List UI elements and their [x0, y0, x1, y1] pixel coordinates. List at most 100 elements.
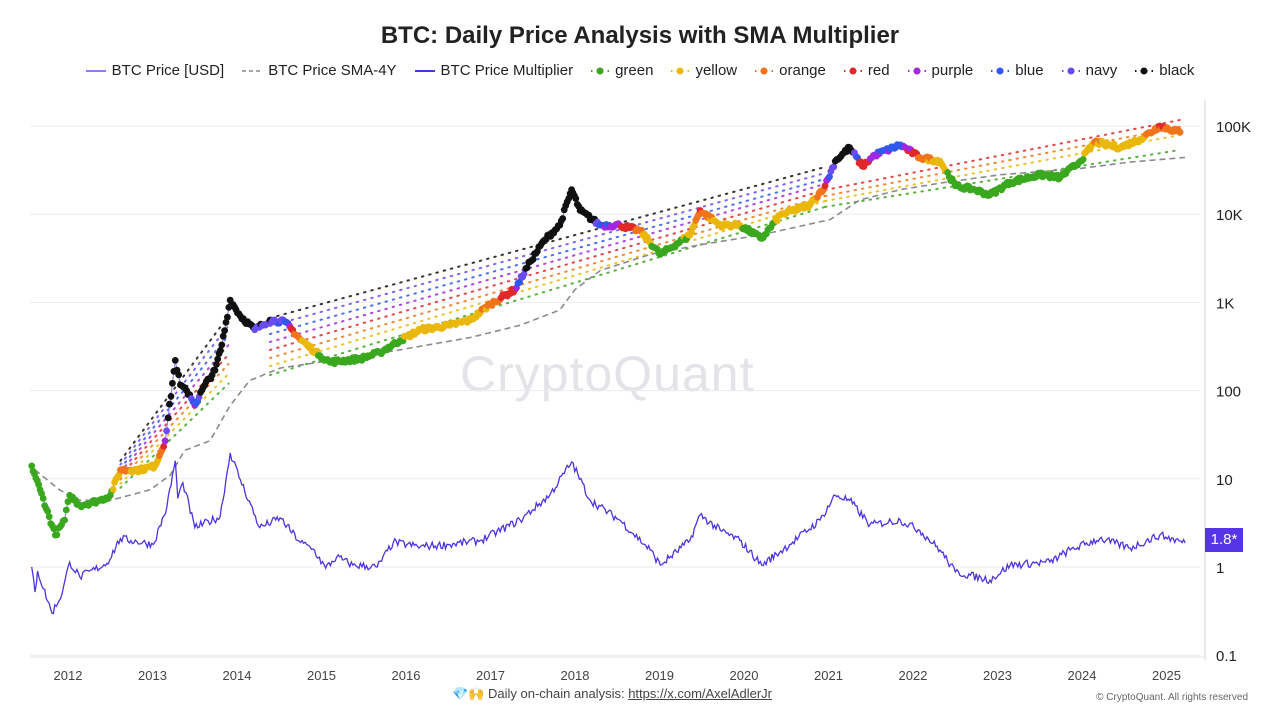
black-price-marker	[221, 327, 229, 334]
x-tick-label: 2024	[1068, 668, 1097, 683]
blue-price-marker	[516, 278, 523, 286]
legend-label: purple	[931, 62, 974, 79]
legend-item-btc-price-usd[interactable]: BTC Price [USD]	[85, 62, 225, 79]
watermark: CryptoQuant	[460, 346, 755, 402]
green-price-marker	[35, 481, 43, 489]
black-price-marker	[222, 319, 230, 326]
green-price-marker	[44, 507, 52, 515]
x-tick-label: 2025	[1152, 668, 1181, 683]
legend-label: orange	[779, 62, 826, 79]
black-price-marker	[218, 341, 226, 349]
y-tick-label: 1K	[1216, 295, 1234, 312]
footer-note: 💎🙌 Daily on-chain analysis: https://x.co…	[452, 686, 772, 702]
x-tick-label: 2021	[814, 668, 843, 683]
legend-marker-icon	[755, 66, 774, 76]
y-tick-label: 100	[1216, 384, 1241, 401]
black-price-marker	[523, 264, 531, 271]
blue-price-marker	[826, 173, 833, 181]
x-tick-label: 2019	[645, 668, 674, 683]
orange-band-line	[824, 125, 1182, 197]
legend-item-navy[interactable]: navy	[1061, 62, 1118, 79]
legend-marker-icon	[591, 66, 610, 76]
legend-item-orange[interactable]: orange	[755, 62, 826, 79]
red-band-line	[824, 118, 1182, 192]
purple-band-line	[119, 343, 230, 474]
legend-item-green[interactable]: green	[591, 62, 653, 79]
y-tick-label: 10K	[1216, 207, 1243, 224]
black-price-marker	[211, 366, 219, 374]
chart-title: BTC: Daily Price Analysis with SMA Multi…	[380, 22, 900, 49]
navy-price-marker	[520, 270, 528, 278]
orange-band-line	[268, 194, 827, 360]
legend-item-blue[interactable]: blue	[991, 62, 1044, 79]
blue-band-line	[119, 334, 230, 470]
legend-item-purple[interactable]: purple	[907, 62, 974, 79]
black-price-marker	[559, 215, 567, 222]
blue-band-line	[268, 177, 827, 336]
legend-item-yellow[interactable]: yellow	[671, 62, 737, 79]
green-price-marker	[62, 506, 70, 514]
sma-4y-line	[34, 156, 1186, 502]
legend-label: BTC Price [USD]	[111, 62, 225, 79]
legend-marker-icon	[1061, 66, 1080, 76]
black-price-marker	[213, 361, 220, 368]
multiplier-line	[31, 452, 1186, 615]
diamond-hands-emoji: 💎🙌	[452, 686, 485, 701]
green-price-marker	[39, 495, 47, 502]
green-price-marker	[45, 513, 53, 521]
legend-label: navy	[1085, 62, 1118, 79]
legend-item-black[interactable]: black	[1135, 62, 1194, 79]
purple-price-marker	[161, 437, 169, 445]
x-tick-label: 2018	[561, 668, 590, 683]
legend-label: black	[1159, 62, 1195, 79]
x-tick-label: 2014	[223, 668, 252, 683]
legend: BTC Price [USD] BTC Price SMA-4Y BTC Price…	[0, 62, 1280, 79]
copyright: © CryptoQuant. All rights reserved	[1096, 692, 1248, 703]
red-price-marker	[821, 182, 829, 190]
legend-item-btc-price-multiplier[interactable]: BTC Price Multiplier	[414, 62, 574, 79]
legend-label: red	[867, 62, 890, 79]
author-link[interactable]: https://x.com/AxelAdlerJr	[628, 686, 772, 701]
navy-price-marker	[830, 163, 838, 171]
black-price-marker	[167, 393, 175, 400]
black-band-line	[119, 315, 230, 462]
legend-item-btc-price-sma-4y[interactable]: BTC Price SMA-4Y	[242, 62, 397, 79]
black-price-marker	[219, 332, 227, 340]
last-value-badge: 1.8*	[1205, 528, 1243, 552]
black-price-marker	[572, 195, 580, 203]
black-price-marker	[217, 347, 224, 354]
x-tick-label: 2016	[392, 668, 421, 683]
green-band-line	[268, 205, 827, 377]
x-tick-label: 2023	[983, 668, 1012, 683]
y-tick-label: 0.1	[1216, 648, 1237, 665]
legend-marker-icon	[671, 66, 690, 76]
navy-price-marker	[163, 427, 171, 435]
black-price-marker	[224, 313, 231, 321]
legend-marker-icon	[991, 66, 1010, 76]
green-band-line	[119, 382, 230, 489]
yellow-band-line	[268, 200, 827, 368]
green-price-marker	[61, 516, 68, 524]
navy-band-line	[268, 172, 827, 328]
legend-label: green	[615, 62, 654, 79]
black-band-line	[268, 165, 827, 320]
red-band-line	[268, 189, 827, 351]
yellow-band-line	[119, 372, 230, 485]
y-tick-label: 100K	[1216, 119, 1251, 136]
x-tick-label: 2022	[899, 668, 928, 683]
orange-price-marker	[1176, 128, 1184, 136]
x-tick-label: 2013	[138, 668, 167, 683]
black-price-marker	[175, 371, 183, 379]
yellow-price-marker	[109, 486, 117, 493]
green-band-line	[824, 148, 1182, 208]
black-price-marker	[171, 357, 179, 364]
legend-item-red[interactable]: red	[843, 62, 890, 79]
legend-line-icon	[414, 66, 435, 76]
black-price-marker	[529, 255, 537, 263]
x-tick-label: 2017	[476, 668, 505, 683]
legend-label: BTC Price Multiplier	[440, 62, 574, 79]
legend-marker-icon	[907, 66, 926, 76]
red-price-marker	[160, 443, 168, 450]
y-tick-label: 1	[1216, 560, 1224, 577]
